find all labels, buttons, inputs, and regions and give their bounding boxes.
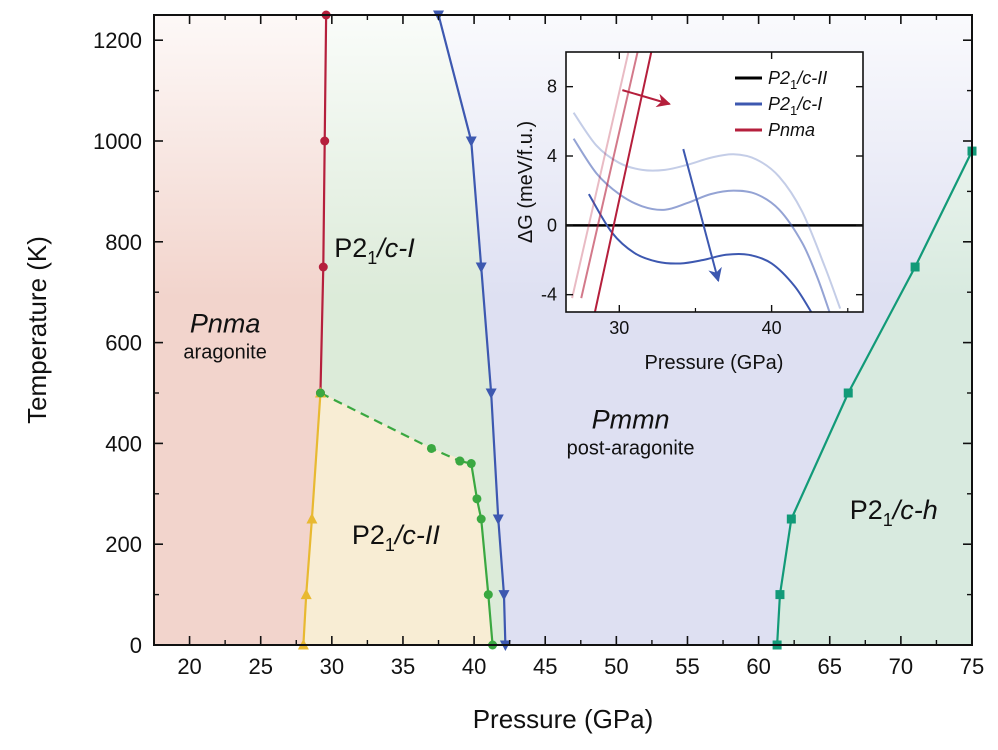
inset-arrows [622,89,722,283]
inset-x-axis-title: Pressure (GPa) [645,352,784,374]
inset-y-tick-label: 8 [547,77,557,97]
region-label-pnma: Pnma [190,309,261,339]
x-tick-label: 40 [462,654,486,679]
boundary-marker-4-5 [498,590,510,601]
y-tick-label: 1200 [93,28,142,53]
boundary-marker-3-3 [476,514,486,524]
inset-x-tick-label: 40 [762,318,782,338]
region-label-pmmn: Pmmn [592,404,670,434]
x-axis-title: Pressure (GPa) [473,704,654,734]
boundary-marker-1-1 [300,588,312,600]
x-tick-label: 35 [391,654,415,679]
inset-background [566,52,863,312]
x-tick-label: 25 [248,654,272,679]
boundary-line-5 [776,150,972,645]
boundary-marker-3-1 [466,459,476,469]
x-tick-label: 30 [320,654,344,679]
inset-line-pnma-t1 [571,52,630,299]
inset-line-p21-c-i-t3 [587,193,813,312]
region-label-p21c-I: P21/c-I [334,233,415,268]
x-tick-label: 60 [746,654,770,679]
y-tick-label: 200 [105,532,142,557]
y-tick-label: 400 [105,431,142,456]
boundary-marker-5-1 [775,590,785,600]
boundary-marker-2-0 [315,388,325,398]
boundary-line-0 [319,15,328,394]
boundary-marker-5-2 [786,514,796,524]
inset-arrow-0 [622,89,671,108]
inset-y-tick-label: 0 [547,215,557,235]
boundary-marker-5-3 [843,388,853,398]
boundary-marker-2-1 [426,443,436,453]
region-label-p21c-II: P21/c-II [352,520,441,555]
region-sublabel-pmmn: post-aragonite [567,437,695,459]
y-tick-label: 600 [105,331,142,356]
x-tick-label: 20 [177,654,201,679]
x-tick-label: 45 [533,654,557,679]
inset-y-tick-label: 4 [547,146,557,166]
y-tick-label: 1000 [93,129,142,154]
inset-arrow-1 [682,148,722,283]
boundary-marker-4-4 [492,514,504,525]
y-axis-title: Temperature (K) [22,236,52,424]
y-tick-label: 800 [105,230,142,255]
main-plot-frame [153,14,973,646]
boundary-marker-0-1 [318,262,328,272]
inset-x-tick-label: 30 [609,318,629,338]
inset-line-p21-c-i-t2 [572,138,831,312]
inset-frame [565,51,864,313]
legend-label-p21-c-ii: P21/c-II [768,68,827,92]
boundary-marker-4-3 [485,388,497,399]
x-tick-label: 65 [817,654,841,679]
x-tick-label: 75 [960,654,984,679]
x-tick-label: 55 [675,654,699,679]
inset-line-pnma-t2 [580,52,639,299]
boundary-line-1 [302,392,322,645]
main-axes: 20 25 30 35 40 45 50 55 60 65 70 750200400600800100… [93,14,984,679]
boundary-marker-5-4 [910,262,920,272]
boundary-marker-0-2 [320,136,330,146]
inset-y-axis-title: ΔG (meV/f.u.) [515,121,537,243]
region-labels: Pnma aragonite P21/c-I P21/c-II Pmmn post-ara… [183,233,937,555]
boundary-marker-3-2 [472,494,482,504]
region-sublabel-pnma: aragonite [183,342,266,364]
legend-label-pnma: Pnma [768,120,815,140]
boundary-marker-4-1 [465,136,477,147]
boundary-marker-4-2 [475,262,487,273]
boundary-marker-3-0 [455,456,465,466]
inset-line-p21-c-i-t1 [572,112,842,309]
boundary-marker-1-2 [306,513,318,524]
inset-axes: 30 40 -4 0 4 8 [541,51,864,338]
inset-y-tick-label: -4 [541,285,557,305]
x-tick-label: 70 [889,654,913,679]
region-label-p21c-h: P21/c-h [850,495,938,530]
legend-label-p21-c-i: P21/c-I [768,94,822,118]
y-tick-label: 0 [130,633,142,658]
x-tick-label: 50 [604,654,628,679]
boundary-marker-3-4 [483,590,493,600]
